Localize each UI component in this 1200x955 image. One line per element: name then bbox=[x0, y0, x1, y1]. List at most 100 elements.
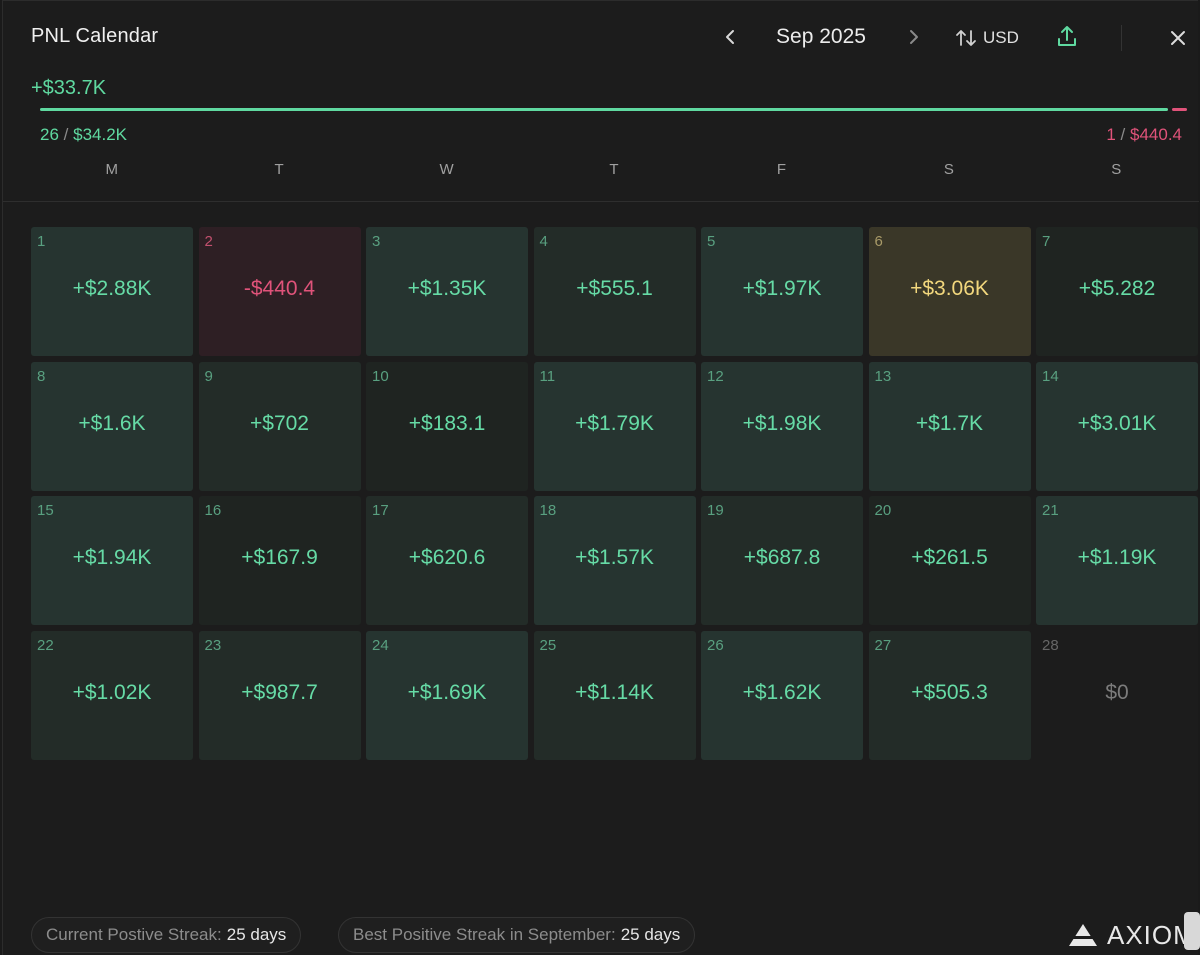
day-number: 6 bbox=[874, 233, 883, 250]
day-number: 10 bbox=[372, 367, 389, 385]
day-number: 13 bbox=[874, 367, 892, 385]
day-number: 23 bbox=[204, 636, 222, 654]
day-pnl-value: +$1.69K bbox=[407, 680, 487, 704]
day-pnl-value: -$440.4 bbox=[243, 277, 316, 300]
axiom-logo-icon bbox=[1069, 924, 1097, 946]
day-pnl-value: +$5.282 bbox=[1078, 277, 1156, 300]
calendar-day-cell[interactable]: 16 +$167.9 bbox=[198, 496, 361, 625]
calendar-day-cell[interactable]: 5 +$1.97K bbox=[701, 227, 863, 356]
day-pnl-value: +$505.3 bbox=[911, 680, 988, 704]
calendar-day-cell[interactable]: 22 +$1.02K bbox=[31, 630, 193, 760]
calendar-day-cell[interactable]: 2 -$440.4 bbox=[198, 227, 361, 356]
brand-logo: AXIOM bbox=[1067, 917, 1196, 953]
day-pnl-value: +$261.5 bbox=[911, 546, 988, 569]
close-icon bbox=[1171, 31, 1185, 45]
weekday-thu: T bbox=[609, 161, 619, 178]
day-number: 20 bbox=[874, 502, 892, 519]
calendar-day-cell[interactable]: 19 +$687.8 bbox=[701, 496, 863, 625]
calendar-day-cell[interactable]: 15 +$1.94K bbox=[31, 496, 193, 625]
calendar-day-cell[interactable]: 21 +$1.19K bbox=[1036, 496, 1198, 625]
day-number: 22 bbox=[37, 636, 54, 654]
currency-toggle[interactable]: USD bbox=[955, 24, 1019, 52]
calendar-day-cell[interactable]: 23 +$987.7 bbox=[198, 630, 361, 760]
day-pnl-value: +$1.35K bbox=[407, 277, 487, 300]
day-number: 4 bbox=[539, 233, 548, 250]
current-streak-label: Current Postive Streak: bbox=[46, 925, 222, 944]
day-pnl-value: +$3.06K bbox=[910, 277, 989, 300]
calendar-grid: 1 +$2.88K 2 -$440.4 3 +$1.35K 4 +$555.1 5 +$1.97K… bbox=[31, 227, 1198, 760]
wins-count: 26 bbox=[40, 125, 59, 144]
day-pnl-value: +$1.6K bbox=[78, 411, 146, 435]
currency-label: USD bbox=[983, 28, 1019, 47]
day-number: 17 bbox=[372, 502, 389, 519]
day-pnl-value: +$2.88K bbox=[72, 277, 152, 300]
day-pnl-value: +$620.6 bbox=[408, 546, 486, 569]
calendar-day-cell[interactable]: 4 +$555.1 bbox=[533, 227, 696, 356]
calendar-day-cell[interactable]: 1 +$2.88K bbox=[31, 227, 193, 356]
weekday-tue: T bbox=[274, 161, 284, 178]
day-number: 7 bbox=[1042, 233, 1051, 250]
day-pnl-value: +$1.62K bbox=[742, 680, 822, 704]
weekday-sat: S bbox=[943, 161, 954, 178]
day-number: 9 bbox=[204, 367, 213, 385]
day-pnl-value: +$1.02K bbox=[72, 680, 152, 704]
day-pnl-value: +$1.19K bbox=[1077, 546, 1157, 569]
chevron-right-icon bbox=[910, 30, 918, 44]
calendar-day-cell[interactable]: 6 +$3.06K bbox=[868, 227, 1031, 356]
weekday-wed: W bbox=[439, 161, 454, 178]
wins-separator: / bbox=[63, 125, 69, 144]
chevron-left-icon bbox=[726, 30, 734, 44]
day-pnl-value: +$702 bbox=[250, 411, 309, 435]
day-number: 25 bbox=[539, 636, 557, 654]
day-number: 3 bbox=[372, 233, 381, 250]
calendar-day-cell[interactable]: 9 +$702 bbox=[198, 361, 361, 491]
swap-vertical-icon bbox=[956, 30, 976, 46]
header-separator bbox=[3, 201, 1199, 202]
day-pnl-value: +$167.9 bbox=[241, 546, 318, 569]
day-pnl-value: +$1.98K bbox=[742, 411, 822, 435]
day-pnl-value: +$987.7 bbox=[241, 680, 318, 704]
loss-ratio-bar bbox=[1172, 108, 1187, 111]
calendar-day-cell[interactable]: 11 +$1.79K bbox=[533, 361, 696, 491]
calendar-day-cell[interactable]: 27 +$505.3 bbox=[868, 630, 1031, 760]
calendar-day-cell[interactable]: 18 +$1.57K bbox=[533, 496, 696, 625]
calendar-day-cell[interactable]: 12 +$1.98K bbox=[701, 361, 863, 491]
day-number: 28 bbox=[1042, 636, 1059, 654]
day-number: 1 bbox=[37, 233, 46, 250]
scrollbar-thumb[interactable] bbox=[1184, 912, 1200, 950]
current-streak-badge: Current Postive Streak: 25 days bbox=[31, 917, 302, 953]
day-number: 19 bbox=[707, 502, 724, 519]
calendar-day-cell[interactable]: 26 +$1.62K bbox=[701, 630, 863, 760]
calendar-day-cell[interactable]: 13 +$1.7K bbox=[868, 361, 1031, 491]
close-button[interactable] bbox=[1165, 25, 1191, 51]
calendar-day-cell[interactable]: 8 +$1.6K bbox=[31, 361, 193, 491]
best-streak-badge: Best Positive Streak in September: 25 da… bbox=[338, 917, 696, 953]
wins-amount: $34.2K bbox=[73, 125, 128, 144]
export-button[interactable] bbox=[1053, 23, 1081, 51]
day-pnl-value: +$1.94K bbox=[72, 546, 152, 569]
calendar-day-cell[interactable]: 25 +$1.14K bbox=[533, 630, 696, 760]
day-pnl-value: +$3.01K bbox=[1077, 411, 1157, 435]
win-ratio-bar bbox=[40, 108, 1168, 111]
losses-count: 1 bbox=[1106, 125, 1116, 144]
panel-title: PNL Calendar bbox=[31, 25, 159, 47]
calendar-day-cell[interactable]: 3 +$1.35K bbox=[366, 227, 528, 356]
day-pnl-value: $0 bbox=[1105, 680, 1129, 704]
calendar-day-cell[interactable]: 28 $0 bbox=[1036, 631, 1198, 760]
day-number: 8 bbox=[37, 367, 46, 385]
calendar-day-cell[interactable]: 24 +$1.69K bbox=[366, 630, 528, 760]
calendar-day-cell[interactable]: 10 +$183.1 bbox=[366, 361, 528, 491]
weekday-fri: F bbox=[776, 161, 786, 178]
day-pnl-value: +$1.79K bbox=[575, 411, 654, 435]
calendar-day-cell[interactable]: 14 +$3.01K bbox=[1036, 361, 1198, 491]
day-pnl-value: +$183.1 bbox=[408, 411, 486, 435]
day-number: 5 bbox=[707, 233, 716, 250]
prev-month-button[interactable] bbox=[719, 23, 743, 51]
brand-name: AXIOM bbox=[1107, 919, 1196, 950]
day-number: 21 bbox=[1042, 502, 1059, 519]
calendar-day-cell[interactable]: 20 +$261.5 bbox=[868, 496, 1031, 625]
next-month-button[interactable] bbox=[901, 23, 925, 51]
day-pnl-value: +$1.57K bbox=[575, 546, 654, 569]
calendar-day-cell[interactable]: 17 +$620.6 bbox=[366, 496, 528, 625]
calendar-day-cell[interactable]: 7 +$5.282 bbox=[1036, 227, 1198, 356]
